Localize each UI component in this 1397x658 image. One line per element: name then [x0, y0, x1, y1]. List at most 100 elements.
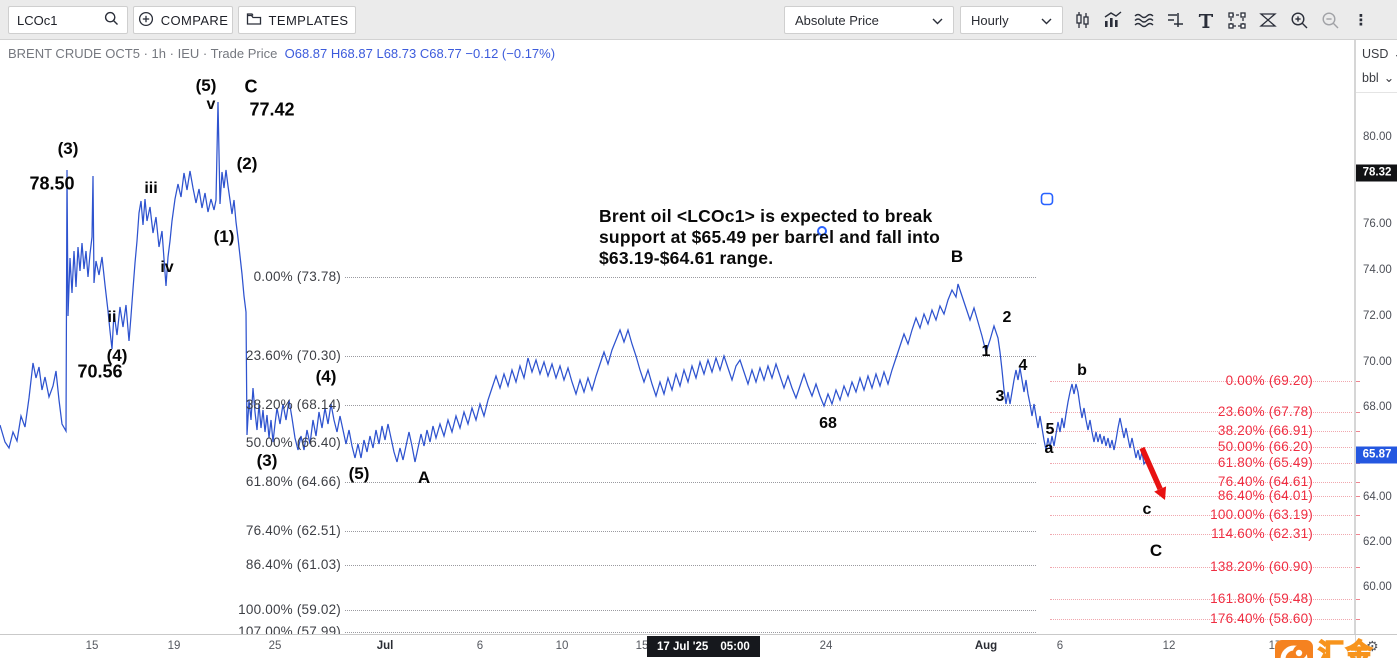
gold678-logo-icon — [1275, 640, 1313, 658]
wave-label: 70.56 — [77, 361, 123, 382]
legend-price-type: Trade Price — [210, 46, 278, 61]
wave-label: (1) — [213, 227, 235, 246]
compare-plus-icon — [138, 11, 154, 30]
wave-label: B — [950, 247, 964, 266]
chevron-down-icon — [932, 13, 943, 28]
fib-level-line — [345, 610, 1036, 611]
fib-axis-tick — [1356, 412, 1360, 413]
templates-label: TEMPLATES — [268, 12, 349, 28]
last-price-badge: 65.87 — [1356, 446, 1397, 464]
ohlc-close: C68.77 — [419, 46, 462, 61]
wave-label: C — [1149, 541, 1163, 560]
wave-label: b — [1077, 362, 1087, 379]
wave-label: (4) — [315, 367, 337, 386]
currency-label: USD — [1362, 46, 1389, 61]
fib-level-label: 76.40% (64.61) — [1217, 474, 1313, 489]
wave-label: iv — [160, 259, 174, 276]
fib-level-line — [1050, 496, 1352, 497]
axis-corner-divider — [1355, 635, 1356, 658]
price-tick: 60.00 — [1363, 581, 1392, 593]
more-options-icon[interactable]: ⋮ — [1353, 12, 1369, 29]
unit-selector[interactable]: bbl ⌄ — [1362, 70, 1394, 86]
time-tick: 24 — [819, 640, 833, 652]
price-scale-select[interactable]: Absolute Price — [784, 6, 954, 34]
zoom-in-icon[interactable] — [1287, 8, 1311, 32]
fib-level-label: 50.00% (66.40) — [245, 435, 341, 450]
time-tick: Aug — [974, 640, 998, 652]
price-tick: 80.00 — [1363, 131, 1392, 143]
line-tool-icon[interactable] — [1163, 8, 1187, 32]
wave-label: 2 — [1002, 309, 1012, 326]
folder-icon — [246, 12, 262, 29]
price-tick: 76.00 — [1363, 218, 1392, 230]
fib-level-label: 86.40% (64.01) — [1217, 488, 1313, 503]
drawing-anchor-square — [1040, 192, 1054, 206]
fib-axis-tick — [1356, 463, 1360, 464]
symbol-legend[interactable]: BRENT CRUDE OCT5 · 1h · IEU · Trade Pric… — [8, 46, 556, 61]
ohlc-high: H68.87 — [330, 46, 373, 61]
compare-button[interactable]: COMPARE — [133, 6, 233, 34]
text-tool-icon[interactable] — [1194, 8, 1218, 32]
time-tick: Jul — [376, 640, 394, 652]
price-scale-value: Absolute Price — [795, 12, 879, 28]
fib-level-line — [1050, 515, 1352, 516]
wave-label: 5 — [1045, 421, 1055, 438]
interval-value: Hourly — [971, 12, 1009, 28]
price-plot[interactable] — [0, 40, 1355, 634]
search-icon — [104, 11, 119, 29]
interval-select[interactable]: Hourly — [960, 6, 1063, 34]
watermark-site-name: 汇金网 — [1317, 638, 1375, 658]
fib-level-line — [1050, 412, 1352, 413]
wave-label: a — [1044, 440, 1054, 457]
wave-label: (5) — [348, 464, 370, 483]
wave-label: c — [1142, 501, 1152, 518]
fib-level-label: 50.00% (66.20) — [1217, 439, 1313, 454]
symbol-search-input[interactable]: LCOc1 — [8, 6, 128, 34]
ohlc-open: O68.87 — [284, 46, 328, 61]
templates-button[interactable]: TEMPLATES — [238, 6, 356, 34]
chevron-down-icon: ⌄ — [1393, 46, 1397, 61]
chart-style-candles-icon[interactable] — [1070, 8, 1094, 32]
chart-pane[interactable]: BRENT CRUDE OCT5 · 1h · IEU · Trade Pric… — [0, 40, 1373, 658]
fib-level-line — [345, 277, 1036, 278]
fib-level-label: 76.40% (62.51) — [245, 523, 341, 538]
time-axis[interactable]: 15 19 25 Jul 6 10 15 24 Aug 6 12 17 17 Jul '25 05:0… — [0, 634, 1397, 658]
price-tick: 72.00 — [1363, 310, 1392, 322]
fib-level-line — [345, 443, 1036, 444]
fib-level-line — [345, 632, 1036, 633]
fib-level-label: 176.40% (58.60) — [1210, 611, 1313, 626]
fib-level-line — [1050, 482, 1352, 483]
badge-date: 17 Jul '25 — [657, 640, 709, 653]
fib-level-line — [345, 405, 1036, 406]
fib-axis-tick — [1356, 515, 1360, 516]
callout-line: $63.19-$64.61 range. — [599, 248, 774, 268]
fib-level-line — [1050, 567, 1352, 568]
toolbar-icon-group: ⋮ ⚙ — [1070, 0, 1397, 40]
red-arrow-head — [1154, 486, 1167, 500]
fib-level-label: 0.00% (69.20) — [1225, 373, 1313, 388]
fib-level-label: 61.80% (65.49) — [1217, 455, 1313, 470]
compare-overlay-icon[interactable] — [1132, 8, 1156, 32]
fib-axis-tick — [1356, 599, 1360, 600]
fib-level-label: 161.80% (59.48) — [1210, 591, 1313, 606]
fib-level-line — [345, 356, 1036, 357]
fib-level-label: 114.60% (62.31) — [1211, 526, 1313, 541]
fib-axis-tick — [1356, 496, 1360, 497]
legend-title: BRENT CRUDE OCT5 — [8, 46, 140, 61]
drawing-anchor-circle — [817, 226, 827, 236]
time-tick: 6 — [1056, 640, 1064, 652]
shapes-icon[interactable] — [1225, 8, 1249, 32]
symbol-text: LCOc1 — [17, 12, 58, 28]
fib-level-line — [1050, 463, 1352, 464]
crosshair-date-badge: 17 Jul '25 05:00 — [647, 636, 760, 657]
currency-selector[interactable]: USD ⌄ — [1362, 46, 1397, 62]
hide-drawings-icon[interactable] — [1256, 8, 1280, 32]
fib-level-line — [345, 531, 1036, 532]
indicators-icon[interactable] — [1101, 8, 1125, 32]
price-tick: 74.00 — [1363, 264, 1392, 276]
price-axis[interactable]: USD ⌄ bbl ⌄ 80.00 76.00 74.00 72.00 70.00 68.… — [1355, 40, 1397, 634]
time-axis-settings-icon[interactable]: ⚙ — [1366, 638, 1379, 654]
zoom-out-icon[interactable] — [1318, 8, 1342, 32]
callout-line: Brent oil <LCOc1> is expected to break — [599, 206, 933, 226]
axis-divider — [1356, 92, 1397, 93]
